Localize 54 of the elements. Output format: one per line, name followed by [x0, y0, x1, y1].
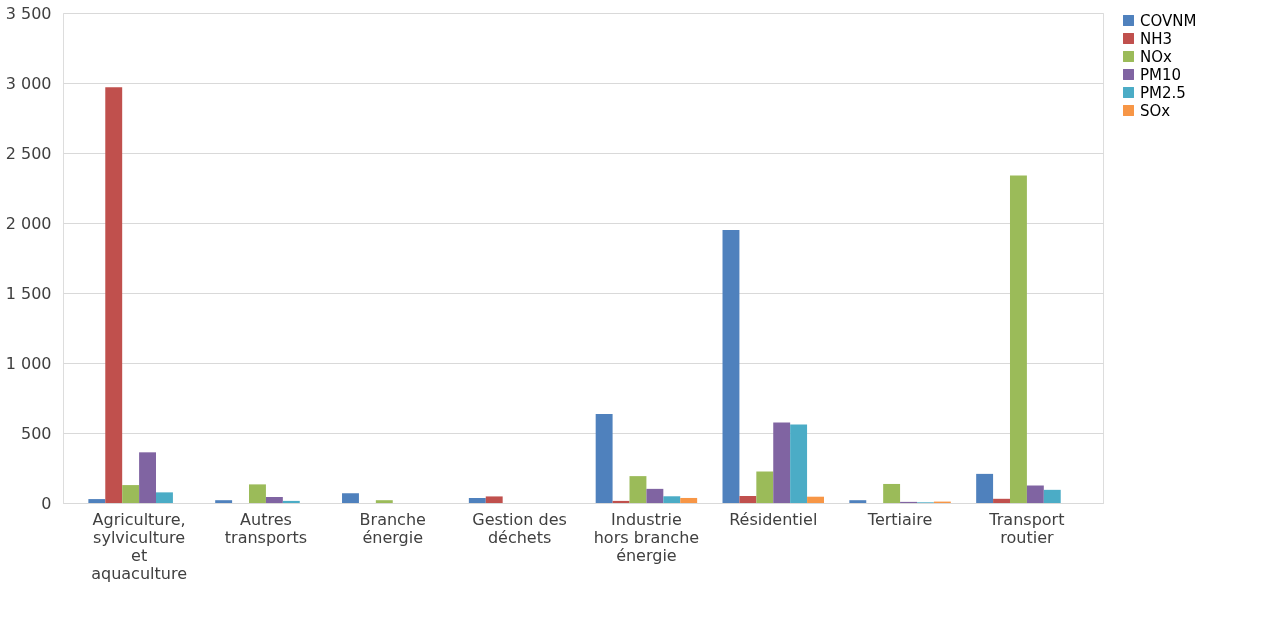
bar: [105, 87, 123, 503]
legend-label: NOx: [1140, 47, 1173, 66]
y-tick-label: 2 500: [5, 143, 52, 163]
bar: [680, 497, 698, 503]
bar: [646, 488, 664, 503]
y-tick-label: 1 000: [5, 353, 52, 373]
bar: [993, 498, 1010, 503]
y-tick-label: 2 000: [5, 213, 52, 233]
y-tick-label: 3 500: [5, 3, 52, 23]
x-tick-label: Tertiaire: [866, 509, 933, 529]
legend-label: PM2.5: [1140, 83, 1186, 102]
bar: [976, 473, 994, 503]
bar: [282, 500, 300, 503]
y-tick-label: 1 500: [5, 283, 52, 303]
bar: [629, 476, 647, 503]
legend-label: NH3: [1140, 29, 1173, 48]
bar: [612, 500, 630, 503]
y-tick-label: 0: [41, 493, 52, 513]
bar: [88, 499, 106, 503]
bar: [883, 483, 901, 503]
bar: [1043, 489, 1061, 503]
bar: [663, 496, 681, 503]
bar: [773, 422, 791, 503]
x-tick-label: Agriculture, sylviculture et aquaculture: [91, 509, 187, 583]
x-tick-label: Industrie hors branche énergie: [593, 509, 700, 565]
x-tick-label: Branche énergie: [359, 509, 426, 547]
y-tick-label: 3 000: [5, 73, 52, 93]
bar: [156, 492, 173, 503]
bar: [595, 414, 613, 503]
bar: [468, 498, 486, 503]
bar: [122, 485, 140, 503]
bar: [849, 500, 867, 503]
bar: [215, 500, 233, 503]
bar: [756, 471, 774, 503]
bar: [807, 496, 824, 503]
bar: [1009, 175, 1027, 503]
x-tick-label: Résidentiel: [729, 509, 818, 529]
x-tick-label: Gestion des déchets: [472, 509, 567, 547]
bar: [722, 230, 740, 503]
bar: [485, 496, 503, 503]
bar: [1026, 485, 1044, 503]
legend-label: COVNM: [1140, 11, 1197, 30]
bar: [265, 496, 283, 503]
bar: [375, 500, 393, 503]
bar: [342, 493, 359, 503]
bar: [739, 496, 757, 503]
y-tick-label: 500: [20, 423, 52, 443]
bar: [249, 484, 266, 503]
legend-label: SOx: [1140, 101, 1171, 120]
bar: [790, 424, 808, 503]
x-tick-label: Autres transports: [224, 509, 308, 547]
x-tick-label: Transport routier: [988, 509, 1065, 547]
legend-label: PM10: [1140, 65, 1182, 84]
bar: [139, 452, 157, 503]
